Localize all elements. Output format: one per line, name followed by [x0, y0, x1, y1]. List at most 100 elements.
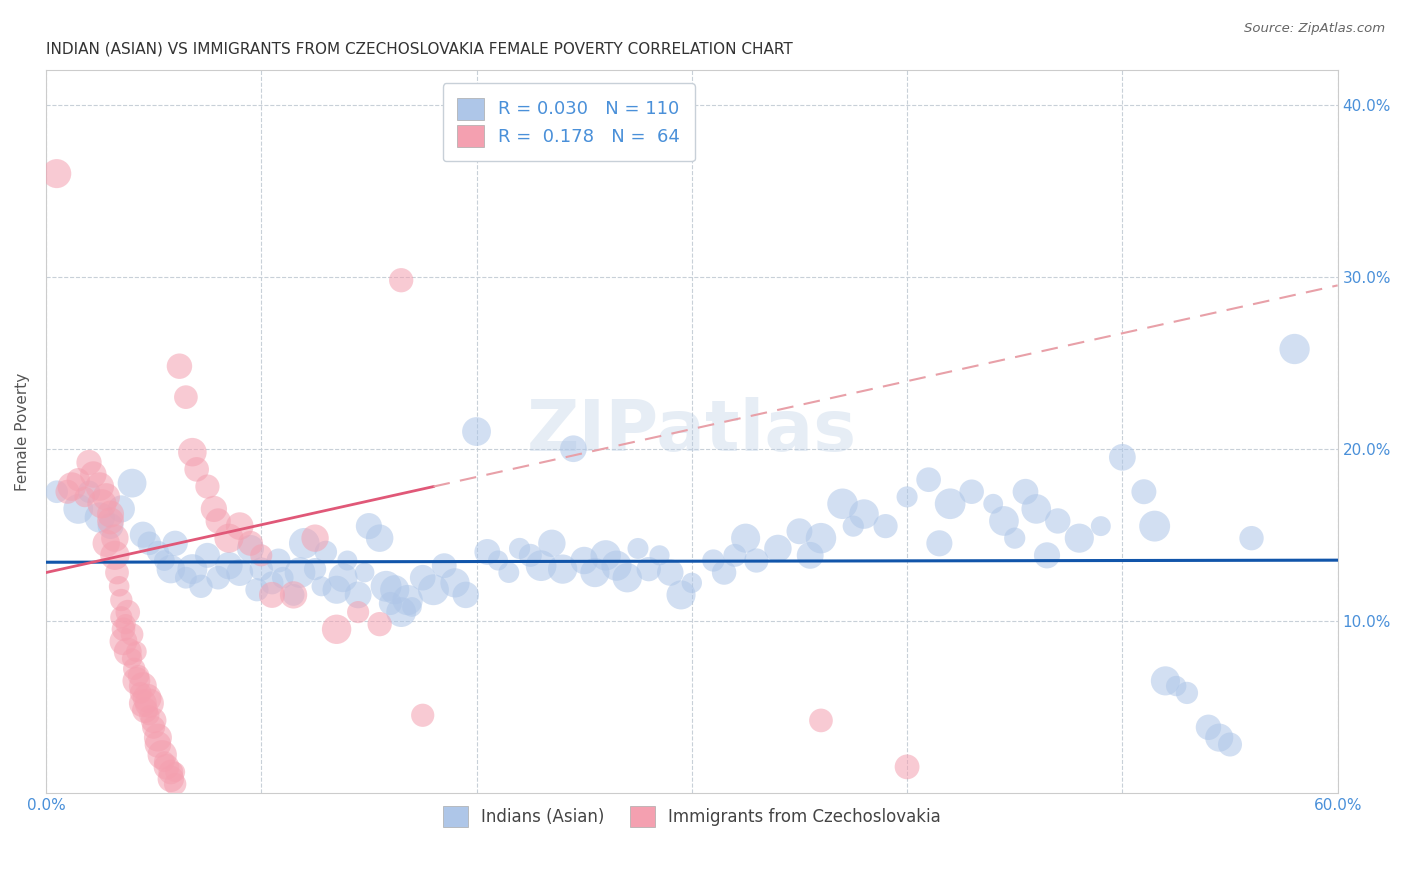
Point: [465, 425, 488, 439]
Point: [283, 588, 305, 602]
Point: [412, 571, 434, 585]
Point: [73, 490, 96, 504]
Legend: Indians (Asian), Immigrants from Czechoslovakia: Indians (Asian), Immigrants from Czechos…: [434, 797, 949, 835]
Point: [202, 502, 225, 516]
Point: [45, 484, 67, 499]
Point: [1046, 514, 1069, 528]
Point: [389, 273, 412, 287]
Point: [810, 531, 832, 545]
Point: [77, 455, 100, 469]
Point: [239, 536, 262, 550]
Point: [702, 553, 724, 567]
Point: [89, 479, 111, 493]
Point: [134, 703, 156, 717]
Point: [1014, 484, 1036, 499]
Point: [454, 588, 477, 602]
Y-axis label: Female Poverty: Female Poverty: [15, 373, 30, 491]
Point: [96, 536, 118, 550]
Point: [181, 445, 204, 459]
Point: [207, 571, 229, 585]
Point: [1025, 502, 1047, 516]
Point: [228, 519, 250, 533]
Point: [842, 519, 865, 533]
Point: [246, 582, 269, 597]
Point: [681, 575, 703, 590]
Point: [197, 479, 219, 493]
Point: [165, 777, 187, 791]
Point: [250, 549, 273, 563]
Point: [138, 536, 160, 550]
Point: [100, 519, 122, 533]
Point: [181, 562, 204, 576]
Point: [917, 473, 939, 487]
Point: [271, 571, 294, 585]
Point: [169, 359, 191, 374]
Point: [146, 545, 169, 559]
Point: [766, 541, 789, 556]
Point: [304, 531, 326, 545]
Point: [637, 562, 659, 576]
Point: [67, 473, 90, 487]
Point: [810, 714, 832, 728]
Point: [853, 507, 876, 521]
Point: [155, 760, 177, 774]
Point: [368, 531, 391, 545]
Point: [1036, 549, 1059, 563]
Point: [669, 588, 692, 602]
Point: [125, 673, 148, 688]
Point: [45, 167, 67, 181]
Point: [129, 686, 152, 700]
Point: [132, 527, 155, 541]
Point: [422, 582, 444, 597]
Point: [77, 484, 100, 499]
Point: [960, 484, 983, 499]
Point: [239, 541, 262, 556]
Point: [616, 571, 638, 585]
Point: [433, 558, 456, 573]
Point: [1090, 519, 1112, 533]
Point: [336, 553, 359, 567]
Point: [1004, 531, 1026, 545]
Point: [444, 575, 467, 590]
Point: [1143, 519, 1166, 533]
Point: [150, 747, 173, 762]
Point: [928, 536, 950, 550]
Point: [56, 484, 79, 499]
Point: [104, 549, 127, 563]
Point: [509, 541, 531, 556]
Point: [138, 708, 160, 723]
Text: ZIPatlas: ZIPatlas: [527, 397, 856, 466]
Point: [541, 536, 564, 550]
Text: INDIAN (ASIAN) VS IMMIGRANTS FROM CZECHOSLOVAKIA FEMALE POVERTY CORRELATION CHAR: INDIAN (ASIAN) VS IMMIGRANTS FROM CZECHO…: [46, 42, 793, 57]
Point: [875, 519, 897, 533]
Point: [267, 553, 290, 567]
Point: [1240, 531, 1263, 545]
Point: [734, 531, 756, 545]
Point: [1166, 679, 1188, 693]
Point: [125, 645, 148, 659]
Point: [551, 562, 574, 576]
Point: [165, 764, 187, 779]
Point: [110, 502, 132, 516]
Point: [153, 553, 176, 567]
Point: [96, 490, 118, 504]
Point: [1133, 484, 1156, 499]
Point: [122, 662, 145, 676]
Point: [1154, 673, 1177, 688]
Point: [896, 760, 918, 774]
Point: [121, 651, 143, 665]
Point: [412, 708, 434, 723]
Point: [530, 558, 553, 573]
Point: [315, 545, 337, 559]
Point: [153, 755, 176, 769]
Point: [519, 549, 541, 563]
Point: [724, 549, 747, 563]
Point: [311, 579, 333, 593]
Point: [260, 575, 283, 590]
Point: [831, 497, 853, 511]
Point: [1175, 686, 1198, 700]
Point: [108, 579, 131, 593]
Point: [380, 597, 402, 611]
Point: [160, 562, 183, 576]
Point: [713, 566, 735, 580]
